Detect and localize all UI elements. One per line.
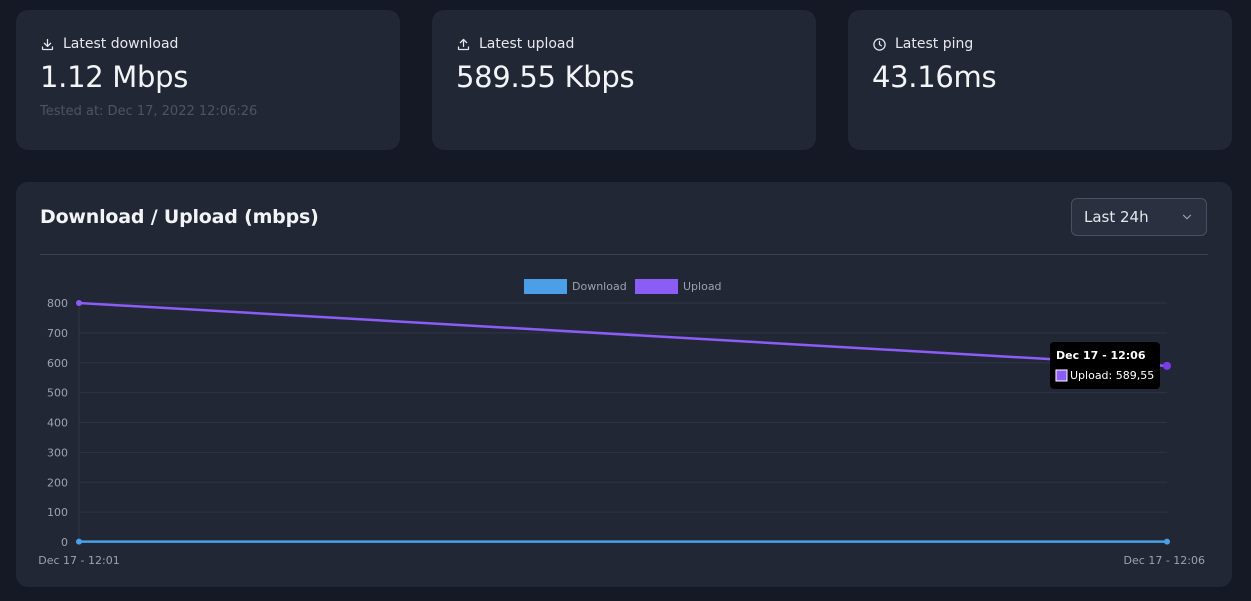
- chevron-down-icon: [1182, 214, 1192, 220]
- download-icon: [41, 38, 54, 50]
- y-tick-label: 700: [47, 327, 68, 340]
- data-point-download[interactable]: [76, 538, 82, 545]
- download-stat-title: Latest download: [40, 36, 376, 52]
- y-tick-label: 0: [61, 536, 68, 549]
- chart-card: Download / Upload (mbps) Last 24h 0 100 20…: [16, 182, 1232, 587]
- download-stat-value: 1.12 Mbps: [40, 60, 189, 94]
- data-point-upload[interactable]: [76, 300, 82, 306]
- tooltip-body: Upload: 589,55: [1070, 369, 1154, 382]
- upload-stat-card: Latest upload 589.55 Kbps: [432, 10, 816, 150]
- tooltip-swatch: [1055, 369, 1068, 382]
- upload-stat-value: 589.55 Kbps: [456, 60, 635, 94]
- legend-swatch-download[interactable]: [524, 279, 567, 294]
- upload-stat-label: Latest upload: [479, 36, 575, 52]
- y-tick-label: 300: [47, 446, 68, 459]
- chart-tooltip: Dec 17 - 12:06 Upload: 589,55: [1050, 342, 1160, 389]
- y-tick-label: 800: [47, 297, 68, 310]
- chart-divider: [40, 254, 1208, 255]
- ping-stat-value: 43.16ms: [872, 60, 997, 94]
- legend-label-upload[interactable]: Upload: [683, 280, 722, 293]
- data-point-download[interactable]: [1164, 538, 1170, 545]
- series-line-upload: [78, 301, 1168, 368]
- download-tested-at: Tested at: Dec 17, 2022 12:06:26: [40, 104, 258, 119]
- y-tick-label: 200: [47, 476, 68, 489]
- tooltip-title: Dec 17 - 12:06: [1056, 349, 1146, 362]
- y-tick-label: 600: [47, 357, 68, 370]
- x-tick-label: Dec 17 - 12:06: [1124, 554, 1205, 567]
- line-chart: 0 100 200 300 400 500 600 700 800 Dec 17 - 12:01 D…: [38, 279, 1205, 567]
- upload-stat-title: Latest upload: [456, 36, 792, 52]
- download-stat-card: Latest download 1.12 Mbps Tested at: Dec…: [16, 10, 400, 150]
- legend-swatch-upload[interactable]: [635, 279, 678, 294]
- ping-stat-title: Latest ping: [872, 36, 1208, 52]
- y-tick-label: 500: [47, 387, 68, 400]
- upload-icon: [457, 38, 470, 50]
- ping-stat-label: Latest ping: [895, 36, 974, 52]
- legend-label-download[interactable]: Download: [572, 280, 627, 293]
- y-tick-label: 100: [47, 506, 68, 519]
- x-tick-label: Dec 17 - 12:01: [38, 554, 119, 567]
- tooltip-box: [1050, 342, 1160, 389]
- data-point-upload[interactable]: [1163, 361, 1171, 370]
- clock-icon: [873, 37, 886, 51]
- range-select[interactable]: Last 24h: [1071, 198, 1207, 236]
- download-stat-label: Latest download: [63, 36, 179, 52]
- ping-stat-card: Latest ping 43.16ms: [848, 10, 1232, 150]
- chart-title: Download / Upload (mbps): [40, 206, 319, 228]
- range-select-value: Last 24h: [1084, 208, 1149, 226]
- y-tick-label: 400: [47, 417, 68, 430]
